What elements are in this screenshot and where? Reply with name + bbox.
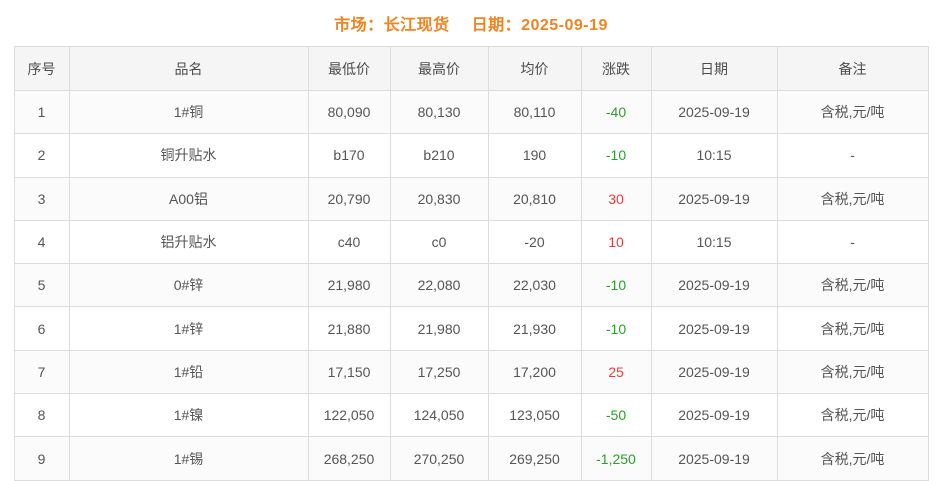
header-serial: 序号 [13,46,70,91]
cell-product: 1#铅 [68,349,309,395]
price-table: 序号 品名 最低价 最高价 均价 涨跌 日期 备注 1 1#铜 80,090 8… [13,46,929,481]
table-row: 1 1#铜 80,090 80,130 80,110 -40 2025-09-1… [13,89,929,135]
cell-note: - [776,133,929,178]
table-row: 6 1#锌 21,880 21,980 21,930 -10 2025-09-1… [13,306,929,351]
cell-product: 铜升贴水 [68,133,309,178]
cell-product: 1#锡 [68,436,309,481]
table-row: 7 1#铅 17,150 17,250 17,200 25 2025-09-19… [13,349,929,395]
cell-serial: 5 [13,263,70,308]
cell-note: 含税,元/吨 [776,306,929,351]
cell-change: -10 [580,263,652,308]
header-change: 涨跌 [580,46,652,91]
header-high: 最高价 [389,46,489,91]
table-row: 5 0#锌 21,980 22,080 22,030 -10 2025-09-1… [13,263,929,308]
table-row: 4 铝升贴水 c40 c0 -20 10 10:15 - [13,219,929,265]
cell-note: 含税,元/吨 [776,176,929,221]
cell-note: - [776,219,929,265]
cell-change: -40 [580,89,652,135]
cell-high: 17,250 [389,349,489,395]
cell-date: 10:15 [650,133,778,178]
cell-average: 190 [487,133,582,178]
cell-change: -1,250 [580,436,652,481]
cell-high: 22,080 [389,263,489,308]
cell-high: 124,050 [389,393,489,438]
cell-high: 80,130 [389,89,489,135]
cell-average: 20,810 [487,176,582,221]
table-row: 9 1#锡 268,250 270,250 269,250 -1,250 202… [13,436,929,481]
cell-date: 2025-09-19 [650,306,778,351]
cell-product: 1#锌 [68,306,309,351]
market-label: 市场：长江现货 [334,17,450,34]
header-row: 序号 品名 最低价 最高价 均价 涨跌 日期 备注 [13,46,929,91]
cell-low: 20,790 [307,176,391,221]
cell-change: -10 [580,306,652,351]
cell-product: 1#铜 [68,89,309,135]
cell-average: 80,110 [487,89,582,135]
cell-change: 30 [580,176,652,221]
cell-change: 10 [580,219,652,265]
cell-serial: 8 [13,393,70,438]
cell-serial: 1 [13,89,70,135]
cell-product: 铝升贴水 [68,219,309,265]
cell-low: c40 [307,219,391,265]
cell-note: 含税,元/吨 [776,89,929,135]
cell-low: 21,980 [307,263,391,308]
header-low: 最低价 [307,46,391,91]
cell-change: -50 [580,393,652,438]
cell-date: 2025-09-19 [650,263,778,308]
cell-average: -20 [487,219,582,265]
header-date: 日期 [650,46,778,91]
cell-high: 21,980 [389,306,489,351]
cell-date: 2025-09-19 [650,349,778,395]
cell-date: 2025-09-19 [650,436,778,481]
cell-low: 17,150 [307,349,391,395]
cell-date: 10:15 [650,219,778,265]
cell-serial: 3 [13,176,70,221]
cell-average: 123,050 [487,393,582,438]
cell-low: 268,250 [307,436,391,481]
cell-high: c0 [389,219,489,265]
cell-serial: 9 [13,436,70,481]
cell-change: -10 [580,133,652,178]
cell-low: 122,050 [307,393,391,438]
cell-high: b210 [389,133,489,178]
cell-high: 270,250 [389,436,489,481]
cell-average: 21,930 [487,306,582,351]
cell-serial: 4 [13,219,70,265]
table-row: 3 A00铝 20,790 20,830 20,810 30 2025-09-1… [13,176,929,221]
cell-low: 80,090 [307,89,391,135]
cell-serial: 2 [13,133,70,178]
cell-high: 20,830 [389,176,489,221]
cell-average: 269,250 [487,436,582,481]
cell-note: 含税,元/吨 [776,393,929,438]
cell-serial: 6 [13,306,70,351]
header-average: 均价 [487,46,582,91]
cell-note: 含税,元/吨 [776,436,929,481]
table-row: 8 1#镍 122,050 124,050 123,050 -50 2025-0… [13,393,929,438]
cell-product: A00铝 [68,176,309,221]
cell-product: 0#锌 [68,263,309,308]
cell-note: 含税,元/吨 [776,349,929,395]
cell-change: 25 [580,349,652,395]
cell-low: b170 [307,133,391,178]
cell-date: 2025-09-19 [650,89,778,135]
header-note: 备注 [776,46,929,91]
page-title: 市场：长江现货 日期：2025-09-19 [0,0,942,46]
cell-date: 2025-09-19 [650,176,778,221]
table-row: 2 铜升贴水 b170 b210 190 -10 10:15 - [13,133,929,178]
header-product: 品名 [68,46,309,91]
cell-date: 2025-09-19 [650,393,778,438]
cell-average: 22,030 [487,263,582,308]
table-header: 序号 品名 最低价 最高价 均价 涨跌 日期 备注 [13,46,929,91]
cell-product: 1#镍 [68,393,309,438]
date-label: 日期：2025-09-19 [471,17,608,34]
cell-average: 17,200 [487,349,582,395]
cell-note: 含税,元/吨 [776,263,929,308]
cell-low: 21,880 [307,306,391,351]
table-body: 1 1#铜 80,090 80,130 80,110 -40 2025-09-1… [13,89,929,481]
cell-serial: 7 [13,349,70,395]
